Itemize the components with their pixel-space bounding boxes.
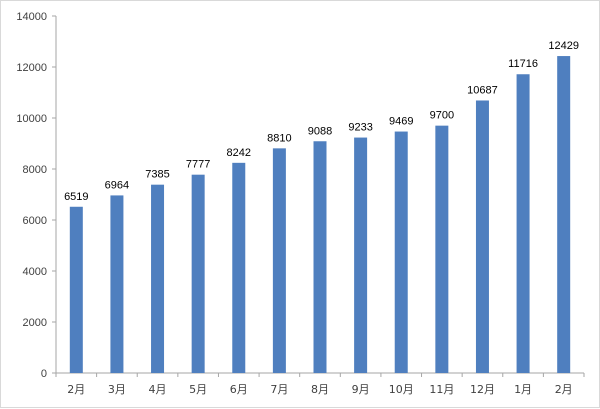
y-tick-label: 12000 xyxy=(16,62,47,74)
bar xyxy=(151,184,165,373)
data-label: 8242 xyxy=(227,147,251,159)
data-label: 9233 xyxy=(348,122,372,134)
bar xyxy=(354,137,368,373)
x-tick-label: 12月 xyxy=(470,383,495,396)
data-label: 9088 xyxy=(308,125,332,137)
bar xyxy=(272,148,286,373)
x-axis-ticks: 2月 3月 4月 5月 6月 7月 8月 9月 10月 11月 12月 1月 2月 xyxy=(55,373,585,396)
data-label: 11716 xyxy=(508,58,538,70)
bar xyxy=(516,74,530,373)
y-tick-label: 4000 xyxy=(23,266,47,278)
x-tick-label: 3月 xyxy=(108,383,126,396)
data-label: 7777 xyxy=(186,159,210,171)
data-labels: 6519 6964 7385 7777 8242 8810 9088 9233 9469 9700… xyxy=(64,40,579,203)
bar xyxy=(313,141,327,373)
x-tick-label: 10月 xyxy=(389,383,414,396)
data-label: 9469 xyxy=(389,116,413,128)
y-tick-label: 6000 xyxy=(23,215,47,227)
data-label: 9700 xyxy=(430,110,454,122)
data-label: 8810 xyxy=(267,132,291,144)
bar xyxy=(232,162,246,373)
x-tick-label: 11月 xyxy=(429,383,454,396)
bar xyxy=(69,206,83,373)
x-tick-label: 1月 xyxy=(514,383,532,396)
bar xyxy=(110,195,124,373)
bar xyxy=(191,174,205,373)
x-tick-label: 8月 xyxy=(311,383,329,396)
y-axis-ticks: 0 2000 4000 6000 8000 10000 12000 14000 xyxy=(16,11,56,380)
bar xyxy=(394,131,408,373)
bar xyxy=(557,56,571,374)
y-tick-label: 14000 xyxy=(16,11,47,23)
x-tick-label: 7月 xyxy=(270,383,288,396)
y-tick-label: 0 xyxy=(41,368,47,380)
data-label: 12429 xyxy=(548,40,579,52)
x-tick-label: 6月 xyxy=(230,383,248,396)
x-tick-label: 4月 xyxy=(149,383,167,396)
data-label: 6519 xyxy=(64,191,88,203)
x-tick-label: 9月 xyxy=(352,383,370,396)
bar xyxy=(475,100,489,373)
bar xyxy=(435,125,449,374)
x-tick-label: 2月 xyxy=(67,383,85,396)
x-tick-label: 5月 xyxy=(189,383,207,396)
data-label: 6964 xyxy=(105,179,129,191)
bars xyxy=(69,56,571,374)
y-tick-label: 10000 xyxy=(16,113,47,125)
data-label: 10687 xyxy=(467,84,498,96)
x-tick-label: 2月 xyxy=(555,383,573,396)
y-tick-label: 2000 xyxy=(23,317,47,329)
y-tick-label: 8000 xyxy=(23,164,47,176)
data-label: 7385 xyxy=(145,169,169,181)
